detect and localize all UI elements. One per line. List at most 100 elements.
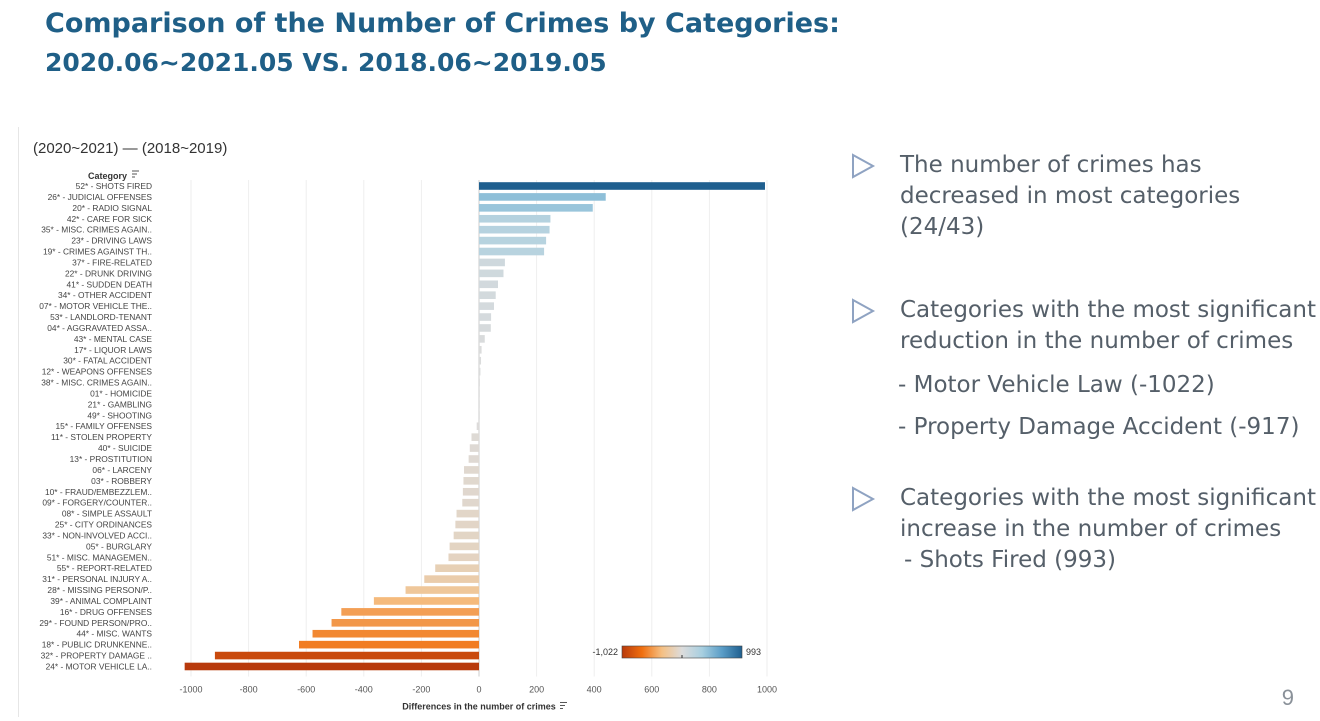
x-tick-label: 0: [476, 684, 481, 694]
category-tick-label: 12* - WEAPONS OFFENSES: [42, 367, 153, 377]
bar: [479, 302, 494, 310]
chart-panel: (2020~2021) — (2018~2019) Category 52* - S…: [18, 127, 809, 717]
category-tick-label: 19* - CRIMES AGAINST TH..: [43, 247, 152, 257]
category-tick-label: 40* - SUICIDE: [98, 443, 152, 453]
category-tick-label: 32* - PROPERTY DAMAGE ..: [41, 651, 152, 661]
category-tick-label: 05* - BURGLARY: [86, 541, 152, 551]
category-tick-label: 53* - LANDLORD-TENANT: [50, 312, 152, 322]
bar: [463, 477, 479, 485]
x-tick-label: 1000: [757, 684, 777, 694]
bar: [449, 542, 479, 551]
triangle-bullet-icon: [852, 486, 876, 512]
bar: [479, 335, 485, 343]
bar: [312, 629, 479, 638]
bullet-sub-item: - Shots Fired (993): [904, 547, 1116, 573]
category-tick-label: 55* - REPORT-RELATED: [57, 563, 152, 573]
color-legend-max-label: 993: [746, 647, 761, 657]
triangle-bullet-icon: [852, 298, 876, 324]
category-tick-label: 51* - MISC. MANAGEMEN..: [47, 552, 152, 562]
bar: [424, 575, 479, 583]
category-tick-label: 17* - LIQUOR LAWS: [74, 345, 152, 355]
x-tick-label: -800: [240, 684, 258, 694]
bar: [331, 619, 479, 627]
bar: [435, 564, 479, 572]
x-tick-label: 600: [644, 684, 659, 694]
category-tick-label: 18* - PUBLIC DRUNKENNE..: [42, 640, 152, 650]
category-tick-label: 08* - SIMPLE ASSAULT: [62, 509, 152, 519]
category-tick-label: 21* - GAMBLING: [88, 399, 152, 409]
bar: [479, 182, 765, 190]
bar: [479, 204, 593, 212]
category-tick-label: 37* - FIRE-RELATED: [72, 257, 152, 267]
bar: [373, 597, 479, 605]
bar: [469, 444, 479, 452]
x-axis-label: Differences in the number of crimes: [402, 701, 556, 711]
bar: [479, 280, 499, 289]
category-tick-label: 01* - HOMICIDE: [90, 388, 152, 398]
category-tick-label: 03* - ROBBERY: [91, 476, 152, 486]
bar: [455, 520, 479, 529]
x-tick-label: -600: [297, 684, 315, 694]
bar: [468, 455, 479, 463]
bar: [462, 487, 479, 496]
bar: [479, 193, 606, 201]
bar: [462, 498, 479, 507]
bar: [479, 367, 481, 376]
bar: [479, 389, 480, 398]
bullet-text: Categories with the most significant red…: [900, 297, 1316, 354]
category-tick-label: 49* - SHOOTING: [87, 410, 152, 420]
slide-title: Comparison of the Number of Crimes by Ca…: [45, 8, 840, 39]
x-tick-label: 400: [587, 684, 602, 694]
chart-title: (2020~2021) — (2018~2019): [33, 140, 227, 157]
category-tick-label: 33* - NON-INVOLVED ACCI..: [42, 530, 152, 540]
bar: [184, 662, 479, 671]
bar: [471, 433, 479, 441]
category-tick-label: 11* - STOLEN PROPERTY: [51, 432, 152, 442]
x-tick-label: -1000: [179, 684, 202, 694]
bar: [479, 378, 480, 387]
category-tick-label: 28* - MISSING PERSON/P..: [47, 585, 152, 595]
category-tick-label: 10* - FRAUD/EMBEZZLEM..: [45, 487, 152, 497]
category-tick-label: 35* - MISC. CRIMES AGAIN..: [41, 225, 152, 235]
bar: [479, 291, 496, 299]
x-tick-label: -200: [412, 684, 430, 694]
bar: [479, 313, 492, 321]
bullet-sub-item: - Motor Vehicle Law (-1022): [898, 372, 1215, 398]
color-legend-min-label: -1,022: [592, 647, 618, 657]
category-tick-label: 34* - OTHER ACCIDENT: [58, 290, 152, 300]
category-tick-label: 41* - SUDDEN DEATH: [67, 279, 152, 289]
bar: [464, 466, 479, 474]
category-tick-label: 43* - MENTAL CASE: [74, 334, 153, 344]
category-tick-label: 15* - FAMILY OFFENSES: [56, 421, 153, 431]
category-tick-label: 38* - MISC. CRIMES AGAIN..: [41, 378, 152, 388]
category-tick-label: 29* - FOUND PERSON/PRO..: [39, 618, 152, 628]
category-tick-label: 24* - MOTOR VEHICLE LA..: [46, 661, 152, 671]
bar: [456, 509, 479, 518]
bar: [214, 651, 480, 660]
bar: [341, 608, 479, 616]
bar: [479, 247, 545, 256]
bar: [479, 346, 482, 354]
page-number: 9: [1281, 685, 1294, 710]
bar: [448, 553, 479, 562]
bar: [479, 324, 491, 332]
category-tick-label: 13* - PROSTITUTION: [70, 454, 152, 464]
category-tick-label: 07* - MOTOR VEHICLE THE..: [39, 301, 152, 311]
category-tick-label: 25* - CITY ORDINANCES: [55, 520, 153, 530]
slide-subtitle: 2020.06~2021.05 VS. 2018.06~2019.05: [45, 48, 607, 77]
category-tick-label: 52* - SHOTS FIRED: [76, 181, 152, 191]
bar: [479, 356, 482, 365]
category-tick-label: 42* - CARE FOR SICK: [67, 214, 153, 224]
bullet-text: Categories with the most significant inc…: [900, 485, 1316, 542]
bar: [299, 640, 479, 649]
bar: [453, 531, 479, 540]
category-tick-label: 26* - JUDICIAL OFFENSES: [48, 192, 153, 202]
bar: [479, 258, 505, 267]
bar: [479, 214, 551, 223]
category-tick-label: 44* - MISC. WANTS: [76, 629, 152, 639]
category-tick-label: 16* - DRUG OFFENSES: [60, 607, 153, 617]
bar: [479, 225, 550, 234]
bar: [476, 422, 479, 431]
bar: [405, 586, 479, 594]
